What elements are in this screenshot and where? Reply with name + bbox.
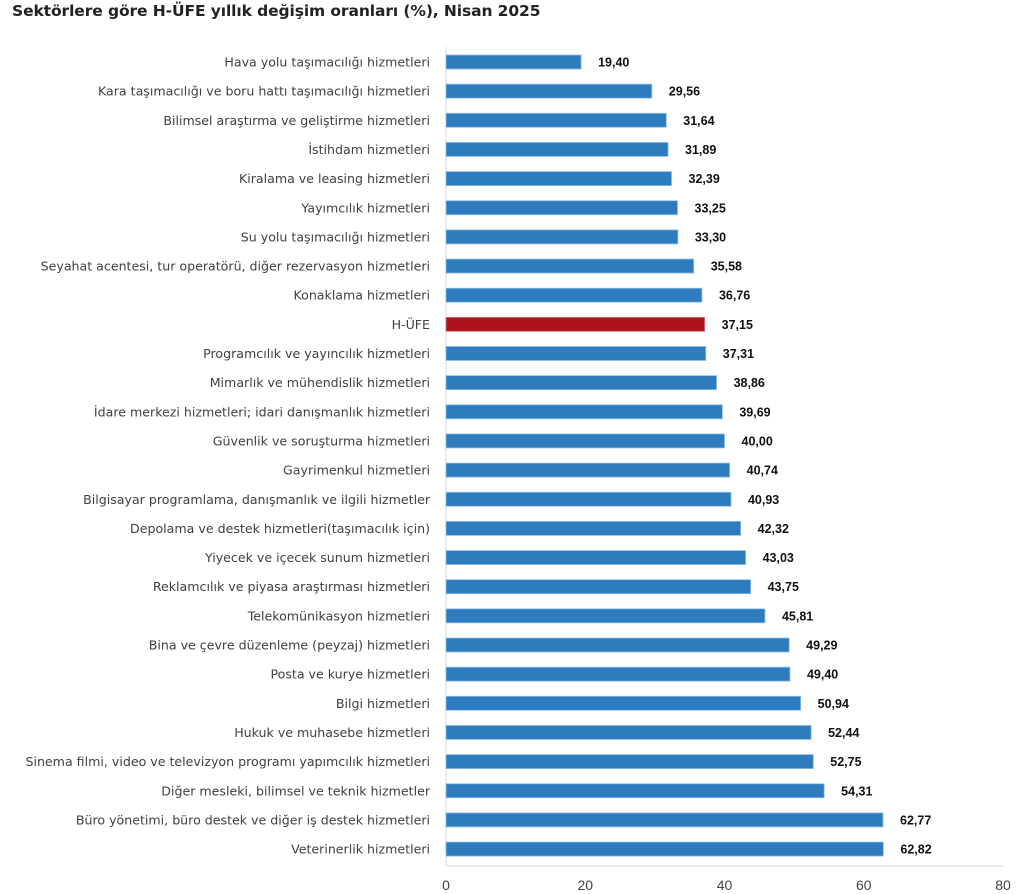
value-label: 49,40 bbox=[807, 668, 838, 682]
value-label: 40,74 bbox=[747, 464, 778, 478]
value-label: 49,29 bbox=[806, 639, 837, 653]
value-label: 39,69 bbox=[739, 405, 770, 419]
value-label: 36,76 bbox=[719, 289, 750, 303]
category-label: Yayımcılık hizmetleri bbox=[300, 200, 430, 215]
bar bbox=[445, 375, 717, 391]
category-label: Hava yolu taşımacılığı hizmetleri bbox=[224, 55, 430, 70]
category-label: Yiyecek ve içecek sunum hizmetleri bbox=[204, 550, 430, 565]
bar bbox=[445, 462, 731, 478]
category-label: Mimarlık ve mühendislik hizmetleri bbox=[210, 375, 430, 390]
value-label: 37,31 bbox=[723, 347, 754, 361]
value-label: 33,25 bbox=[695, 201, 726, 215]
bar bbox=[445, 841, 884, 857]
bar-highlight bbox=[445, 316, 706, 332]
category-label: Bilimsel araştırma ve geliştirme hizmetl… bbox=[163, 113, 430, 128]
value-label: 33,30 bbox=[695, 230, 726, 244]
bar bbox=[445, 695, 802, 711]
value-label: 62,82 bbox=[900, 843, 931, 857]
value-label: 32,39 bbox=[689, 172, 720, 186]
bar bbox=[445, 521, 742, 536]
category-label: Büro yönetimi, büro destek ve diğer iş d… bbox=[76, 812, 430, 827]
bar bbox=[445, 433, 725, 449]
bar bbox=[445, 142, 669, 157]
value-label: 40,00 bbox=[742, 434, 773, 448]
category-label: Reklamcılık ve piyasa araştırması hizmet… bbox=[153, 579, 430, 594]
category-label: H-ÜFE bbox=[392, 316, 430, 332]
bar bbox=[445, 579, 752, 595]
category-label: Sinema filmi, video ve televizyon progra… bbox=[25, 754, 430, 769]
bar bbox=[445, 171, 672, 187]
bar bbox=[445, 550, 746, 565]
category-label: Telekomünikasyon hizmetleri bbox=[247, 608, 430, 623]
bar bbox=[445, 754, 814, 769]
bar bbox=[445, 287, 703, 303]
category-label: Seyahat acentesi, tur operatörü, diğer r… bbox=[41, 259, 430, 274]
bar bbox=[445, 346, 707, 361]
bar bbox=[445, 112, 667, 128]
value-label: 42,32 bbox=[758, 522, 789, 536]
bar bbox=[445, 608, 766, 624]
value-label: 35,58 bbox=[711, 260, 742, 274]
bar bbox=[445, 404, 723, 420]
value-label: 38,86 bbox=[734, 376, 765, 390]
category-label: Gayrimenkul hizmetleri bbox=[283, 463, 430, 478]
value-label: 50,94 bbox=[818, 697, 849, 711]
x-tick-label: 40 bbox=[717, 877, 733, 893]
bar bbox=[445, 229, 679, 245]
bar bbox=[445, 83, 653, 99]
x-tick-label: 80 bbox=[995, 877, 1011, 893]
value-label: 43,75 bbox=[768, 580, 799, 594]
bar bbox=[445, 783, 825, 799]
bar bbox=[445, 200, 678, 216]
value-label: 62,77 bbox=[900, 813, 931, 827]
bar bbox=[445, 54, 582, 70]
bar bbox=[445, 491, 732, 507]
x-axis-ticks: 0 20 40 60 80 bbox=[442, 877, 1011, 893]
value-label: 19,40 bbox=[598, 56, 629, 70]
value-label: 31,89 bbox=[685, 143, 716, 157]
category-label: İstihdam hizmetleri bbox=[308, 142, 430, 157]
value-label: 37,15 bbox=[722, 318, 753, 332]
category-label: Bilgi hizmetleri bbox=[336, 696, 430, 711]
bar bbox=[445, 725, 812, 740]
category-label: Güvenlik ve soruşturma hizmetleri bbox=[213, 433, 430, 448]
value-label: 52,75 bbox=[830, 755, 861, 769]
category-label: Hukuk ve muhasebe hizmetleri bbox=[234, 725, 430, 740]
value-label: 31,64 bbox=[683, 114, 714, 128]
value-labels: 19,40 29,56 31,64 31,89 32,39 33,25 33,30 35,58… bbox=[598, 56, 932, 857]
x-tick-label: 0 bbox=[442, 877, 450, 893]
value-label: 52,44 bbox=[828, 726, 859, 740]
axis-lines bbox=[445, 47, 1003, 867]
bar bbox=[445, 666, 791, 682]
value-label: 45,81 bbox=[782, 609, 813, 623]
bars bbox=[445, 54, 884, 857]
value-label: 43,03 bbox=[763, 551, 794, 565]
category-label: Bilgisayar programlama, danışmanlık ve i… bbox=[83, 492, 431, 507]
category-label: Posta ve kurye hizmetleri bbox=[270, 667, 430, 682]
category-label: Konaklama hizmetleri bbox=[293, 288, 430, 303]
category-label: İdare merkezi hizmetleri; idari danışman… bbox=[94, 404, 430, 419]
category-label: Su yolu taşımacılığı hizmetleri bbox=[241, 229, 430, 244]
value-label: 29,56 bbox=[669, 85, 700, 99]
category-label: Veterinerlik hizmetleri bbox=[291, 842, 430, 857]
value-label: 40,93 bbox=[748, 493, 779, 507]
category-label: Programcılık ve yayıncılık hizmetleri bbox=[203, 346, 430, 361]
category-label: Kiralama ve leasing hizmetleri bbox=[239, 171, 430, 186]
category-labels: Hava yolu taşımacılığı hizmetleri Kara ta… bbox=[25, 55, 430, 857]
category-label: Kara taşımacılığı ve boru hattı taşımacı… bbox=[98, 84, 430, 99]
category-label: Bina ve çevre düzenleme (peyzaj) hizmetl… bbox=[149, 638, 430, 653]
value-label: 54,31 bbox=[841, 784, 872, 798]
bar bbox=[445, 258, 695, 274]
x-tick-label: 20 bbox=[577, 877, 593, 893]
category-label: Diğer mesleki, bilimsel ve teknik hizmet… bbox=[161, 783, 431, 798]
bar bbox=[445, 812, 884, 828]
bar bbox=[445, 637, 790, 653]
chart-title: Sektörlere göre H-ÜFE yıllık değişim ora… bbox=[12, 2, 541, 20]
category-label: Depolama ve destek hizmetleri(taşımacılı… bbox=[130, 521, 430, 536]
x-tick-label: 60 bbox=[856, 877, 872, 893]
